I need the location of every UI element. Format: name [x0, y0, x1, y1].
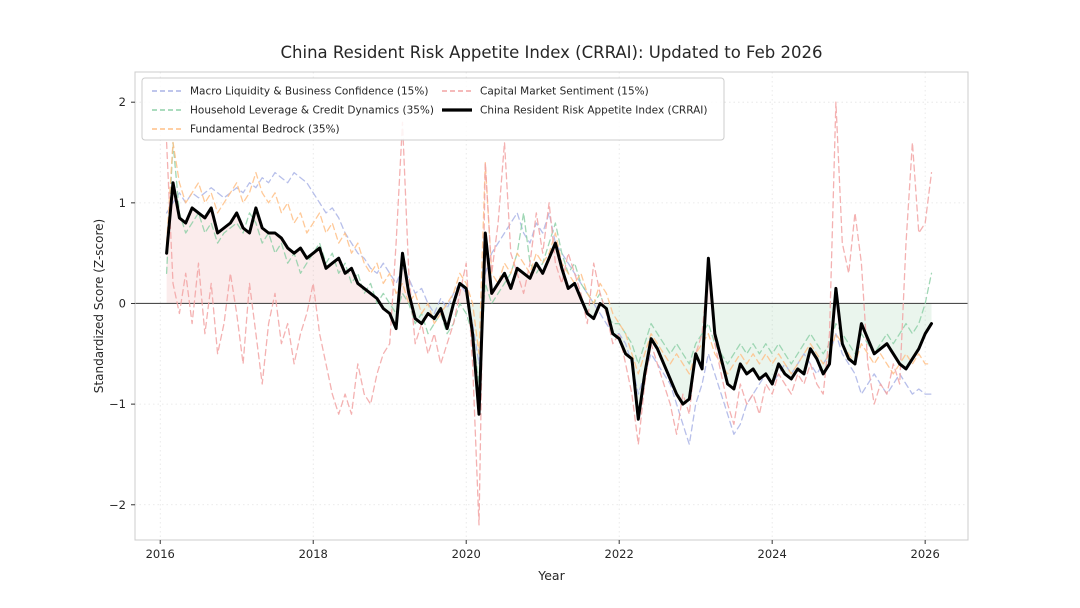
x-tick-label: 2026: [911, 547, 940, 561]
series-line-macro-liquidity-business-confidence-15: [165, 171, 933, 446]
series-line-china-resident-risk-appetite-index-crrai: [165, 181, 933, 421]
y-tick-label: 0: [119, 296, 126, 310]
x-tick-label: 2018: [299, 547, 328, 561]
positive-fill-area: [166, 182, 838, 304]
y-tick-label: 1: [119, 196, 126, 210]
plot-frame: [134, 71, 969, 541]
x-axis-label: Year: [537, 568, 565, 583]
y-tick-label: −1: [109, 397, 126, 411]
y-tick-label: 2: [119, 95, 126, 109]
y-axis-label: Standardized Score (Z-score): [92, 219, 106, 393]
series-line-capital-market-sentiment-15: [165, 101, 933, 526]
x-tick-label: 2016: [146, 547, 175, 561]
series-line-fundamental-bedrock-35: [165, 141, 933, 375]
x-tick-label: 2020: [452, 547, 481, 561]
y-tick-label: −2: [109, 498, 126, 512]
x-tick-label: 2024: [758, 547, 787, 561]
legend-label: Capital Market Sentiment (15%): [480, 86, 649, 98]
legend-label: Fundamental Bedrock (35%): [190, 124, 340, 136]
legend-label: China Resident Risk Appetite Index (CRRA…: [480, 105, 707, 117]
chart-title: China Resident Risk Appetite Index (CRRA…: [281, 43, 823, 62]
legend-label: Macro Liquidity & Business Confidence (1…: [190, 86, 428, 98]
legend-label: Household Leverage & Credit Dynamics (35…: [190, 105, 434, 117]
negative-fill-area: [380, 303, 932, 420]
legend-box: [141, 77, 725, 141]
x-tick-label: 2022: [605, 547, 634, 561]
